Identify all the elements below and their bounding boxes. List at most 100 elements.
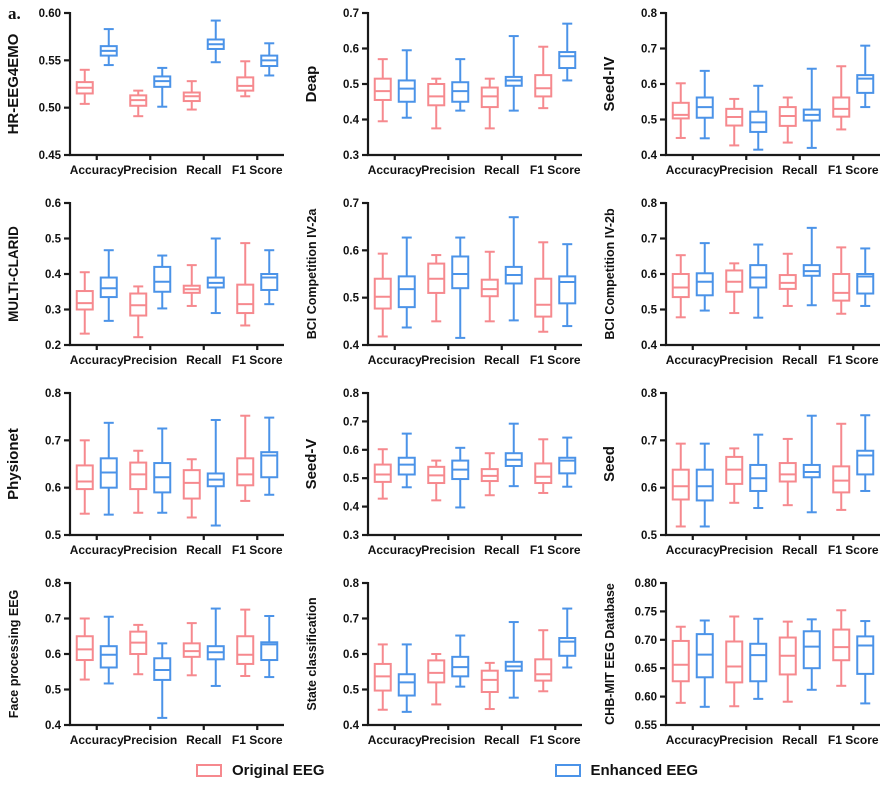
x-category-label: F1 Score [828,733,879,747]
box-enhanced-eeg-f1-score [558,436,577,488]
x-category-label: Precision [123,163,177,177]
x-category-label: Accuracy [666,733,720,747]
box-original-eeg-accuracy [373,252,392,338]
y-tick-label: 0.7 [45,435,61,447]
y-tick-label: 0.5 [343,293,360,305]
y-tick-label: 0.4 [641,340,658,352]
x-category-label: Recall [484,163,519,177]
original-eeg-swatch-icon [195,764,222,777]
y-tick-label: 0.6 [343,649,359,661]
y-tick-label: 0.6 [45,198,61,210]
subplot-chb-mit-eeg-database: 0.55 0.60 0.65 0.70 0.75 0.80 Accuracy Precisio… [603,578,880,747]
box-enhanced-eeg-accuracy [99,249,118,322]
box-enhanced-eeg-f1-score [558,607,577,669]
box-original-eeg-recall [480,661,499,711]
box-original-eeg-accuracy [75,439,94,515]
y-tick-label: 0.7 [641,44,657,56]
box-enhanced-eeg-accuracy [695,242,714,312]
subplot-seed-v: 0.3 0.4 0.5 0.6 0.7 0.8 Accuracy Precision Recal… [303,388,582,557]
y-tick-label: 0.8 [641,198,658,210]
box-original-eeg-f1-score [236,414,255,502]
box-original-eeg-precision [725,615,744,708]
box-original-eeg-f1-score [832,609,851,687]
box-original-eeg-accuracy [75,617,94,681]
box-enhanced-eeg-precision [451,446,470,509]
y-tick-label: 0.3 [343,150,359,162]
y-tick-label: 0.5 [641,115,658,127]
box-original-eeg-accuracy [671,442,690,528]
box-original-eeg-precision [725,447,744,504]
box-enhanced-eeg-f1-score [856,247,875,307]
subplot-grid: 0.45 0.50 0.55 0.60 Accuracy Precision Recall F… [0,0,894,760]
y-tick-label: 0.6 [641,79,657,91]
box-original-eeg-accuracy [373,58,392,123]
box-original-eeg-accuracy [671,254,690,319]
box-original-eeg-f1-score [236,242,255,327]
box-enhanced-eeg-f1-score [260,416,279,496]
box-original-eeg-recall [182,80,201,111]
box-enhanced-eeg-precision [749,243,768,319]
box-enhanced-eeg-recall [504,422,523,488]
y-tick-label: 0.7 [45,614,61,626]
subplot-cell-state-classification: 0.4 0.5 0.6 0.7 0.8 Accuracy Precision Recall F1… [298,570,596,760]
x-category-label: Precision [123,543,177,557]
box-enhanced-eeg-accuracy [397,643,416,713]
box-enhanced-eeg-accuracy [695,442,714,528]
box-enhanced-eeg-precision [749,84,768,151]
y-axis-title: BCI Competition IV-2a [305,208,319,340]
x-category-label: Recall [186,543,221,557]
box-original-eeg-recall [182,458,201,519]
x-category-label: Precision [123,353,177,367]
y-tick-label: 0.6 [641,269,657,281]
x-category-label: Accuracy [368,163,422,177]
box-enhanced-eeg-accuracy [99,28,118,67]
box-enhanced-eeg-precision [749,433,768,510]
x-category-label: Precision [719,543,773,557]
y-tick-label: 0.4 [343,115,360,127]
box-enhanced-eeg-recall [802,414,821,514]
y-tick-label: 0.3 [343,530,359,542]
x-category-label: Recall [186,163,221,177]
box-original-eeg-precision [725,97,744,147]
y-tick-label: 0.6 [45,483,61,495]
box-enhanced-eeg-recall [206,237,225,315]
box-enhanced-eeg-f1-score [558,243,577,328]
y-tick-label: 0.8 [45,388,62,400]
legend-label-original: Original EEG [231,762,325,779]
x-category-label: Precision [421,163,475,177]
box-original-eeg-precision [427,254,446,323]
y-tick-label: 0.70 [635,635,657,647]
x-category-label: Accuracy [368,543,422,557]
box-enhanced-eeg-f1-score [856,414,875,492]
legend-label-enhanced: Enhanced EEG [590,762,699,779]
subplot-bci-competition-iv-2b: 0.4 0.5 0.6 0.7 0.8 Accuracy Precision Recall F1… [603,198,880,367]
box-original-eeg-precision [725,262,744,315]
x-category-label: Precision [421,353,475,367]
y-tick-label: 0.4 [641,150,658,162]
subplot-cell-face-processing-eeg: 0.4 0.5 0.6 0.7 0.8 Accuracy Precision Recall F1… [0,570,298,760]
subplot-cell-deap: 0.3 0.4 0.5 0.6 0.7 Accuracy Precision Recall F1… [298,0,596,190]
box-original-eeg-recall [778,620,797,703]
box-enhanced-eeg-f1-score [260,42,279,77]
box-original-eeg-f1-score [534,45,553,110]
subplot-cell-bci-competition-iv-2a: 0.4 0.5 0.6 0.7 Accuracy Precision Recall F1 Sc… [298,190,596,380]
box-original-eeg-accuracy [373,448,392,500]
subplot-cell-multi-clarid: 0.2 0.3 0.4 0.5 0.6 Accuracy Precision Recall F1… [0,190,298,380]
subplot-bci-competition-iv-2a: 0.4 0.5 0.6 0.7 Accuracy Precision Recall F1 Sc… [305,198,582,367]
y-tick-label: 0.7 [343,8,359,20]
y-tick-label: 0.8 [343,578,360,590]
box-enhanced-eeg-precision [153,427,172,514]
box-original-eeg-recall [480,452,499,497]
x-category-label: Recall [782,163,817,177]
box-original-eeg-accuracy [75,271,94,335]
x-category-label: F1 Score [530,353,581,367]
box-original-eeg-accuracy [75,68,94,105]
box-original-eeg-f1-score [534,629,553,693]
x-category-label: Accuracy [70,163,124,177]
y-tick-label: 0.4 [343,502,360,514]
y-tick-label: 0.75 [635,606,658,618]
y-tick-label: 0.8 [343,388,360,400]
box-enhanced-eeg-f1-score [260,615,279,679]
subplot-cell-chb-mit-eeg-database: 0.55 0.60 0.65 0.70 0.75 0.80 Accuracy Precisio… [596,570,894,760]
y-tick-label: 0.4 [343,340,360,352]
